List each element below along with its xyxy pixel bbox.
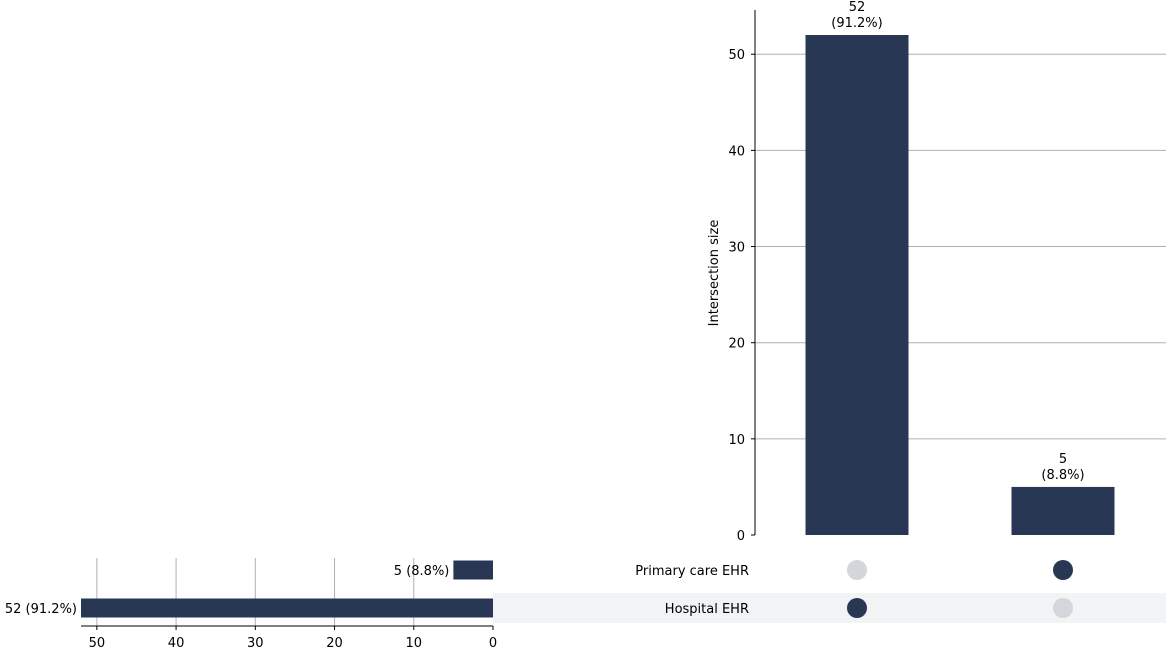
x-tick-label: 50 — [89, 636, 106, 650]
x-axis-ticks: 50 40 30 20 10 0 — [89, 626, 497, 650]
intersection-bar — [805, 35, 909, 535]
y-tick-label: 50 — [728, 48, 745, 63]
set-names: Primary care EHR Hospital EHR — [635, 564, 749, 617]
y-axis-title: Intersection size — [707, 220, 722, 327]
x-tick-label: 30 — [247, 636, 264, 650]
matrix-dot-active — [1053, 560, 1073, 580]
membership-matrix — [847, 560, 1073, 618]
set-size-bar — [81, 598, 493, 618]
y-tick-label: 30 — [728, 241, 745, 256]
matrix-dot-inactive — [847, 560, 867, 580]
y-tick-label: 10 — [728, 433, 745, 448]
x-tick-label: 10 — [405, 636, 422, 650]
intersection-count-label: 52 — [849, 0, 866, 15]
set-name-label: Hospital EHR — [665, 602, 749, 617]
set-size-label: 5 (8.8%) — [394, 564, 450, 579]
x-tick-label: 40 — [168, 636, 185, 650]
x-tick-label: 20 — [326, 636, 343, 650]
intersection-bar — [1011, 486, 1115, 535]
gridlines — [96, 53, 1166, 626]
intersection-bar-labels: 52(91.2%) 5(8.8%) — [831, 0, 1084, 483]
y-axis-ticks: 0 10 20 30 40 50 — [728, 48, 755, 544]
set-size-bars: 5 (8.8%) 52 (91.2%) — [5, 560, 493, 618]
matrix-dot-inactive — [1053, 598, 1073, 618]
x-tick-label: 0 — [489, 636, 497, 650]
intersection-bars — [805, 35, 1115, 535]
y-tick-label: 20 — [728, 337, 745, 352]
y-tick-label: 0 — [737, 529, 745, 544]
set-size-label: 52 (91.2%) — [5, 602, 77, 617]
intersection-percent-label: (8.8%) — [1041, 468, 1084, 483]
set-name-label: Primary care EHR — [635, 564, 749, 579]
matrix-dot-active — [847, 598, 867, 618]
intersection-count-label: 5 — [1059, 452, 1067, 467]
intersection-percent-label: (91.2%) — [831, 16, 882, 31]
y-tick-label: 40 — [728, 144, 745, 159]
set-size-bar — [453, 560, 493, 580]
